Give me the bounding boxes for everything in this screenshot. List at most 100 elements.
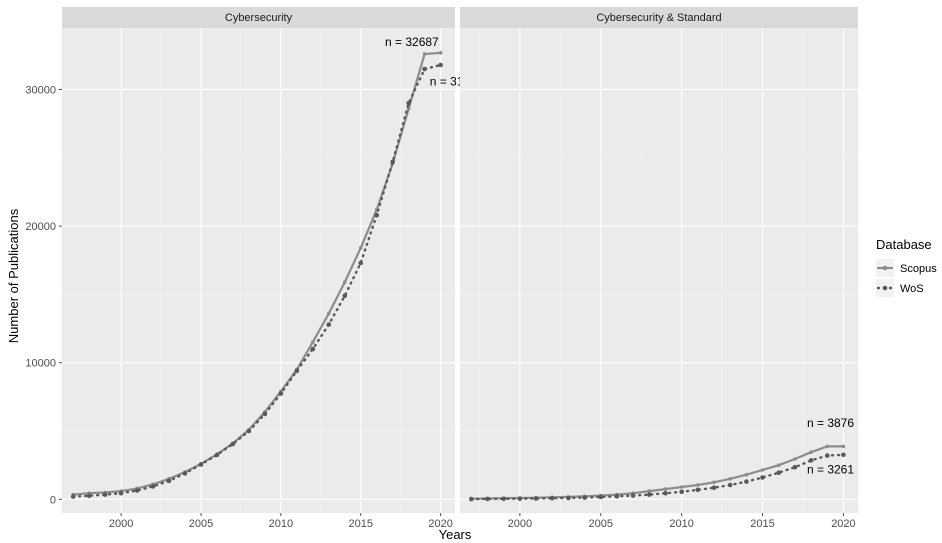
- data-point-wos: [390, 159, 396, 165]
- data-point-wos: [294, 368, 300, 374]
- data-point-wos: [808, 458, 814, 463]
- y-axis-title: Number of Publications: [6, 208, 21, 343]
- data-point-scopus: [311, 340, 315, 345]
- annotation-label: n = 3261: [807, 462, 854, 476]
- data-point-scopus: [825, 444, 830, 449]
- x-tick-label: 2015: [349, 518, 373, 530]
- data-point-wos: [598, 494, 604, 500]
- data-point-wos: [86, 493, 92, 499]
- facet-strip-label: Cybersecurity & Standard: [596, 12, 721, 24]
- data-point-wos: [744, 479, 749, 484]
- plot-background: [460, 28, 858, 513]
- data-point-scopus: [647, 489, 652, 493]
- y-tick-label: 0: [50, 494, 56, 506]
- facet-strip: [62, 7, 455, 28]
- legend-label: Scopus: [900, 263, 937, 275]
- data-point-wos: [501, 496, 507, 502]
- data-point-scopus: [438, 51, 443, 55]
- facet-strip-label: Cybersecurity: [225, 12, 293, 24]
- data-point-wos: [166, 478, 172, 484]
- data-point-scopus: [327, 311, 331, 316]
- data-point-wos: [262, 411, 268, 417]
- data-point-wos: [533, 496, 539, 501]
- data-point-wos: [374, 212, 380, 218]
- data-point-scopus: [696, 483, 700, 487]
- data-point-wos: [630, 493, 636, 498]
- x-tick-label: 2010: [269, 518, 293, 530]
- series-line-wos: [470, 453, 845, 501]
- data-point-scopus: [744, 472, 749, 477]
- x-tick-label: 2010: [669, 518, 693, 530]
- x-tick-label: 2000: [508, 518, 532, 530]
- data-point-wos: [358, 260, 364, 266]
- annotation-label: n = 32687: [385, 35, 439, 49]
- plot-background: [62, 28, 455, 513]
- y-tick-label: 10000: [25, 358, 56, 370]
- data-point-wos: [711, 485, 717, 491]
- x-tick-label: 2005: [189, 518, 213, 530]
- data-point-wos: [582, 495, 587, 500]
- data-point-wos: [727, 482, 733, 488]
- x-tick-label: 2020: [428, 518, 452, 530]
- annotation-label: n = 3876: [807, 416, 854, 430]
- legend-item-wos: WoS: [876, 279, 924, 297]
- data-point-wos: [438, 62, 443, 68]
- x-tick-label: 2015: [750, 518, 774, 530]
- data-point-wos: [342, 293, 348, 299]
- data-point-scopus: [728, 477, 732, 481]
- data-point-wos: [198, 462, 204, 467]
- data-point-wos: [469, 496, 474, 502]
- data-point-wos: [182, 471, 188, 476]
- data-point-wos: [278, 391, 284, 396]
- data-point-wos: [614, 494, 620, 499]
- data-point-wos: [70, 494, 76, 499]
- data-point-wos: [517, 496, 523, 502]
- data-point-wos: [485, 496, 490, 502]
- data-point-wos: [663, 490, 668, 496]
- data-point-wos: [566, 495, 571, 501]
- data-point-wos: [150, 484, 156, 489]
- data-point-scopus: [776, 463, 781, 468]
- data-point-wos: [310, 346, 316, 352]
- data-point-wos: [246, 428, 252, 434]
- data-point-wos: [214, 452, 220, 458]
- data-point-scopus: [679, 485, 684, 489]
- data-point-wos: [134, 488, 140, 493]
- data-point-wos: [647, 492, 652, 497]
- data-point-wos: [679, 489, 684, 495]
- data-point-wos: [695, 487, 701, 493]
- facet-panel-1: Cybersecurity 2000 2005 2010 2015 2020 0 10000 2…: [25, 7, 484, 530]
- x-tick-label: 2020: [831, 518, 855, 530]
- data-point-scopus: [712, 480, 716, 485]
- series-line-wos: [72, 63, 442, 498]
- data-point-scopus: [760, 468, 765, 472]
- data-point-scopus: [663, 487, 668, 491]
- data-point-wos: [326, 322, 332, 327]
- data-point-wos: [406, 100, 412, 106]
- data-point-wos: [776, 470, 781, 476]
- data-point-scopus: [343, 280, 347, 284]
- legend-item-scopus: Scopus: [876, 259, 937, 277]
- series-line-scopus: [470, 445, 845, 500]
- data-point-scopus: [793, 457, 797, 461]
- panels: Cybersecurity 2000 2005 2010 2015 2020 0 10000 2…: [25, 7, 858, 530]
- data-point-wos: [825, 453, 830, 458]
- legend-title: Database: [876, 237, 932, 252]
- y-tick-label: 30000: [25, 84, 56, 96]
- data-point-scopus: [358, 246, 363, 250]
- data-point-wos: [422, 66, 427, 72]
- data-point-wos: [760, 475, 765, 480]
- x-axis-title: Years: [439, 527, 472, 542]
- x-tick-label: 2005: [589, 518, 613, 530]
- data-point-wos: [792, 464, 798, 470]
- legend: Database Scopus WoS: [876, 237, 937, 297]
- data-point-wos: [841, 452, 846, 458]
- y-tick-label: 20000: [25, 221, 56, 233]
- data-point-wos: [118, 490, 124, 496]
- data-point-wos: [549, 495, 555, 501]
- data-point-wos: [102, 492, 108, 497]
- facet-strip: [460, 7, 858, 28]
- x-tick-label: 2000: [109, 518, 133, 530]
- data-point-scopus: [809, 450, 813, 455]
